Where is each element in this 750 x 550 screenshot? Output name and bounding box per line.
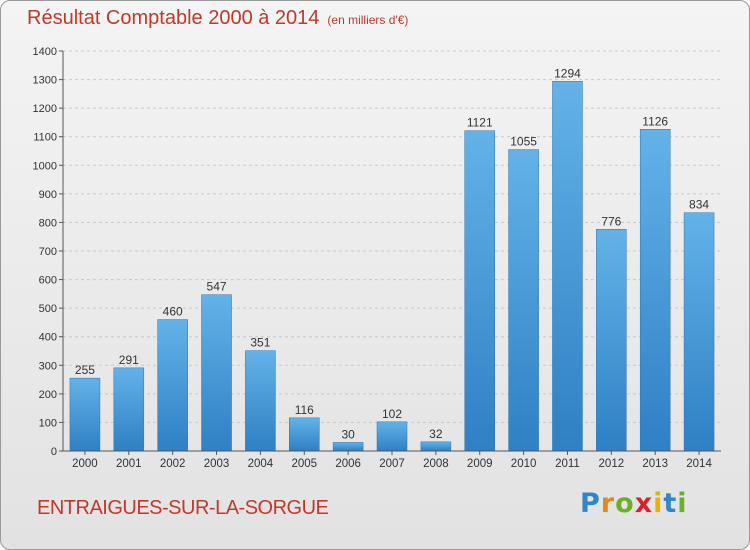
logo-letter: i xyxy=(653,488,664,519)
data-label: 460 xyxy=(163,305,183,319)
y-tick-label: 0 xyxy=(51,446,57,458)
bar xyxy=(376,421,408,452)
x-tick-label: 2000 xyxy=(72,458,98,470)
y-tick-label: 400 xyxy=(39,332,57,344)
y-tick-label: 300 xyxy=(39,360,57,372)
x-tick-label: 2004 xyxy=(248,458,274,470)
data-label: 1121 xyxy=(467,116,493,130)
data-label: 291 xyxy=(119,353,139,367)
x-tick-label: 2012 xyxy=(599,458,625,470)
data-label: 776 xyxy=(601,214,621,228)
logo-letter: P xyxy=(580,488,601,519)
data-label: 1055 xyxy=(510,135,537,149)
bar xyxy=(639,129,671,452)
chart-title: Résultat Comptable 2000 à 2014 xyxy=(27,7,320,29)
data-label: 116 xyxy=(295,403,314,417)
x-tick-label: 2010 xyxy=(511,458,537,470)
y-tick-label: 900 xyxy=(39,189,57,201)
y-tick-label: 200 xyxy=(39,389,57,401)
y-tick-label: 1300 xyxy=(33,75,57,87)
logo-letter: t xyxy=(663,488,678,519)
y-tick-label: 1000 xyxy=(33,160,57,172)
x-tick-label: 2002 xyxy=(160,458,186,470)
chart-subtitle: (en milliers d'€) xyxy=(327,13,409,27)
data-label: 32 xyxy=(429,427,443,441)
bar xyxy=(420,441,452,452)
data-label: 351 xyxy=(250,336,270,350)
y-tick-label: 1100 xyxy=(33,132,57,144)
commune-name: ENTRAIGUES-SUR-LA-SORGUE xyxy=(37,497,329,519)
bar xyxy=(69,377,101,452)
bar xyxy=(245,350,276,452)
logo-letter: o xyxy=(615,488,635,519)
bar xyxy=(289,417,320,452)
x-tick-label: 2009 xyxy=(467,458,493,470)
bar xyxy=(596,229,627,452)
x-tick-label: 2006 xyxy=(335,458,361,470)
axes xyxy=(59,50,721,455)
x-tick-label: 2005 xyxy=(291,458,317,470)
x-tick-label: 2014 xyxy=(686,458,712,470)
data-label: 102 xyxy=(382,407,402,421)
data-label: 30 xyxy=(341,427,355,441)
y-tick-label: 100 xyxy=(39,417,57,429)
x-tick-label: 2013 xyxy=(642,458,668,470)
y-tick-label: 500 xyxy=(39,303,57,315)
x-tick-label: 2008 xyxy=(423,458,449,470)
y-tick-label: 1400 xyxy=(33,46,57,58)
bars xyxy=(69,81,715,452)
data-label: 255 xyxy=(75,363,95,377)
y-tick-label: 1200 xyxy=(33,103,57,115)
bar xyxy=(683,212,715,452)
data-label: 1126 xyxy=(642,114,668,128)
x-tick-label: 2003 xyxy=(204,458,230,470)
y-tick-label: 700 xyxy=(39,246,57,258)
proxiti-logo: Proxiti xyxy=(580,488,688,519)
labels: 0 100 200 300 400 500 600 700 800 900 1000 1100 1200… xyxy=(33,46,713,470)
logo-letter: r xyxy=(600,488,616,519)
bar xyxy=(464,130,495,452)
bar xyxy=(508,149,539,452)
chart-title-block: Résultat Comptable 2000 à 2014 (en millie… xyxy=(27,7,408,30)
x-tick-label: 2007 xyxy=(379,458,405,470)
y-tick-label: 800 xyxy=(39,217,57,229)
y-tick-label: 600 xyxy=(39,275,57,287)
bar xyxy=(157,319,188,452)
bar xyxy=(201,294,232,452)
x-tick-label: 2011 xyxy=(555,458,580,470)
logo-letter: i xyxy=(677,488,688,519)
data-label: 834 xyxy=(689,198,709,212)
data-label: 547 xyxy=(207,280,227,294)
bar xyxy=(113,367,145,452)
bar xyxy=(332,442,364,452)
bar xyxy=(552,81,583,452)
x-tick-label: 2001 xyxy=(116,458,142,470)
logo-letter: x xyxy=(634,488,654,519)
data-label: 1294 xyxy=(554,66,581,80)
